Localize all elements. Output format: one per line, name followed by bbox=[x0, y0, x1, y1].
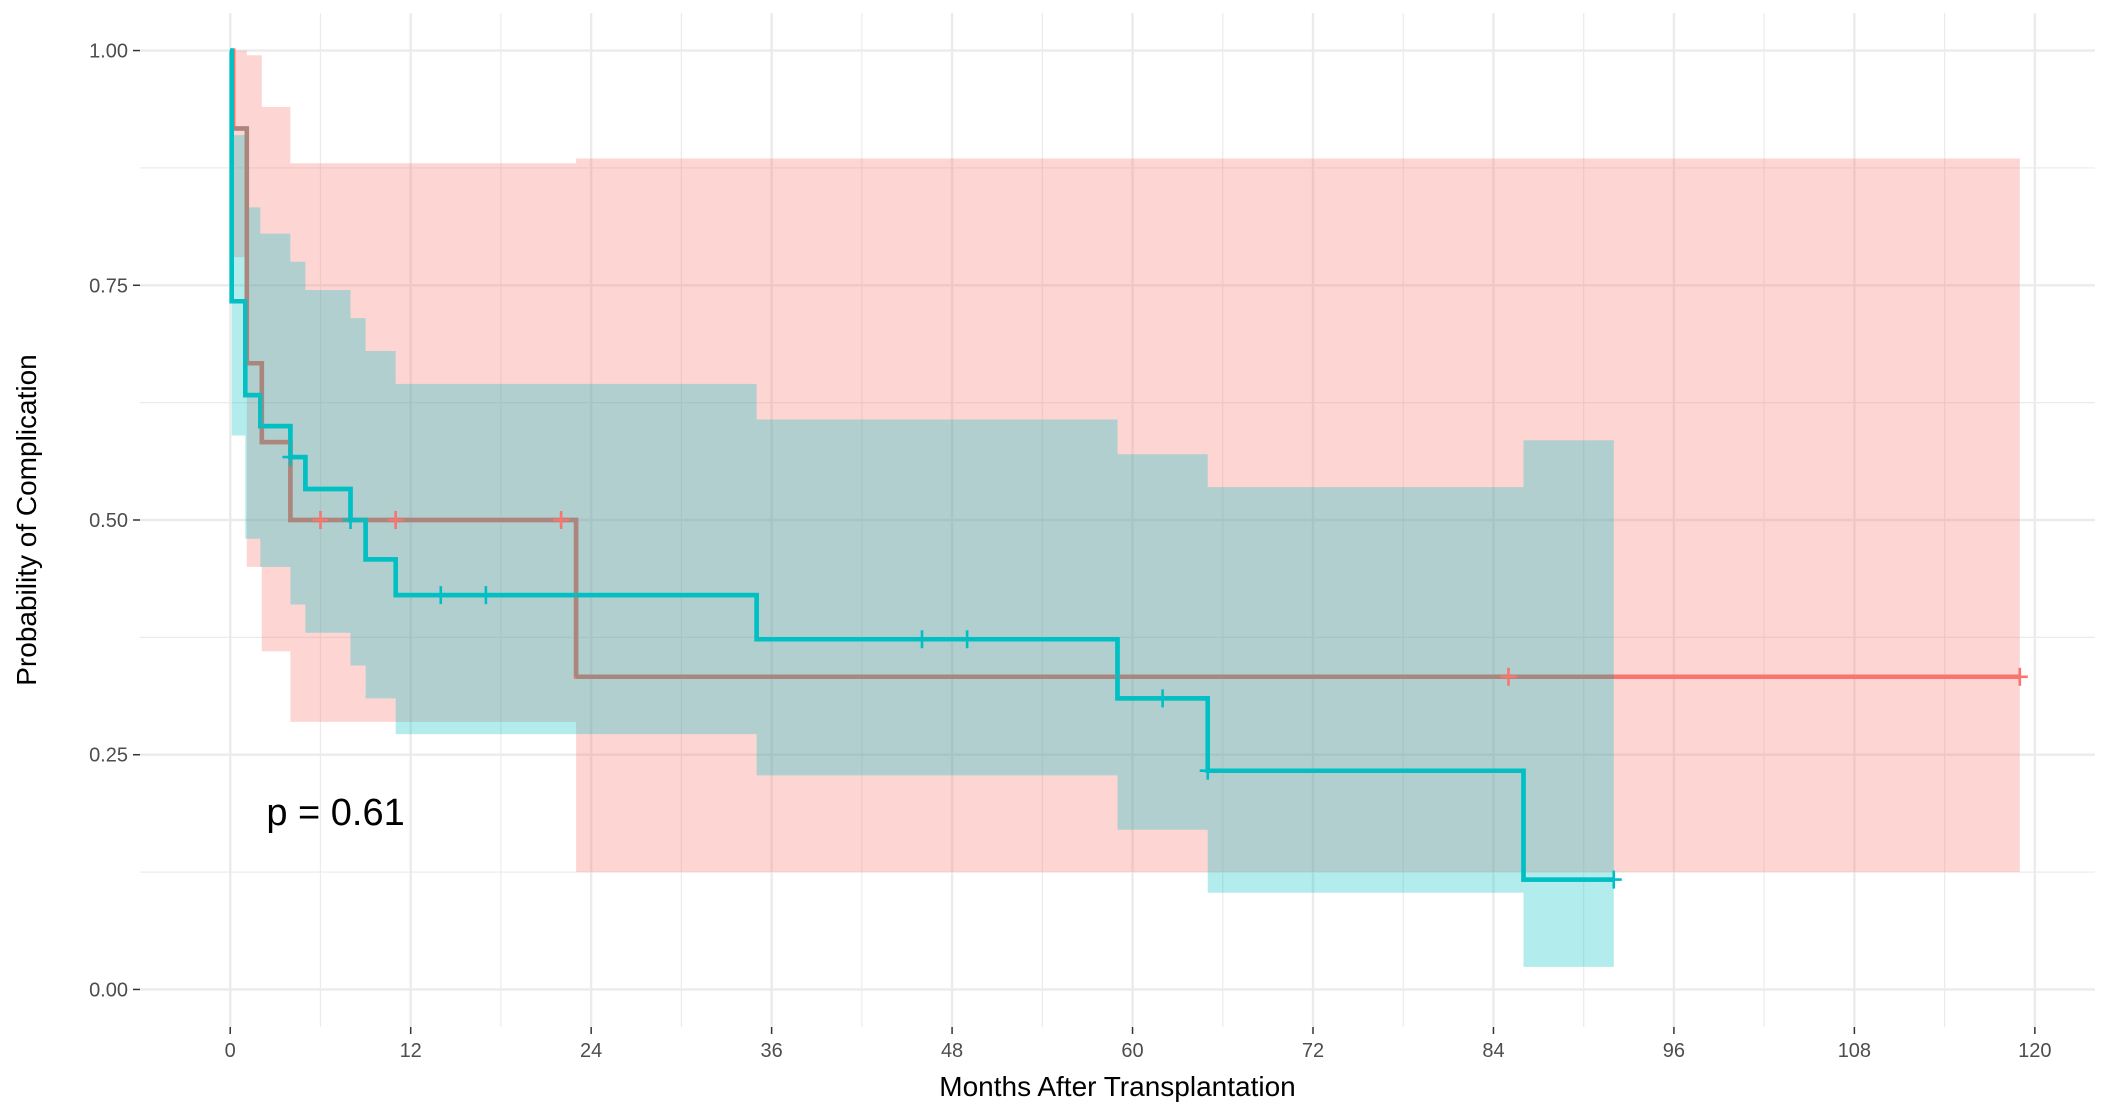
x-tick-label: 60 bbox=[1121, 1040, 1143, 1062]
y-tick-label: 1.00 bbox=[89, 41, 128, 63]
x-axis-title: Months After Transplantation bbox=[939, 1071, 1295, 1102]
y-tick-label: 0.25 bbox=[89, 745, 128, 767]
censor-marks bbox=[282, 448, 2028, 889]
x-tick-label: 108 bbox=[1838, 1040, 1871, 1062]
p-value-annotation: p = 0.61 bbox=[266, 792, 404, 834]
x-tick-label: 24 bbox=[580, 1040, 602, 1062]
x-tick-label: 120 bbox=[2018, 1040, 2051, 1062]
ci-band-series-1 bbox=[230, 50, 2020, 873]
ci-band-series-2 bbox=[230, 50, 1614, 967]
x-tick-label: 0 bbox=[225, 1040, 236, 1062]
x-tick-label: 72 bbox=[1302, 1040, 1324, 1062]
x-tick-label: 96 bbox=[1663, 1040, 1685, 1062]
x-tick-label: 12 bbox=[400, 1040, 422, 1062]
y-tick-label: 0.75 bbox=[89, 275, 128, 297]
confidence-bands bbox=[230, 50, 2020, 967]
x-tick-label: 84 bbox=[1482, 1040, 1504, 1062]
km-line-series-1-overlap bbox=[233, 126, 579, 677]
axes: 0 12 24 36 48 60 72 84 96 108 120 0.00 0.25 0.50 0.75 1… bbox=[89, 41, 2051, 1062]
grid bbox=[140, 13, 2095, 1027]
x-tick-label: 36 bbox=[760, 1040, 782, 1062]
y-tick-label: 0.50 bbox=[89, 510, 128, 532]
y-tick-label: 0.00 bbox=[89, 979, 128, 1001]
x-tick-label: 48 bbox=[941, 1040, 963, 1062]
y-axis-title: Probability of Complication bbox=[11, 354, 42, 686]
